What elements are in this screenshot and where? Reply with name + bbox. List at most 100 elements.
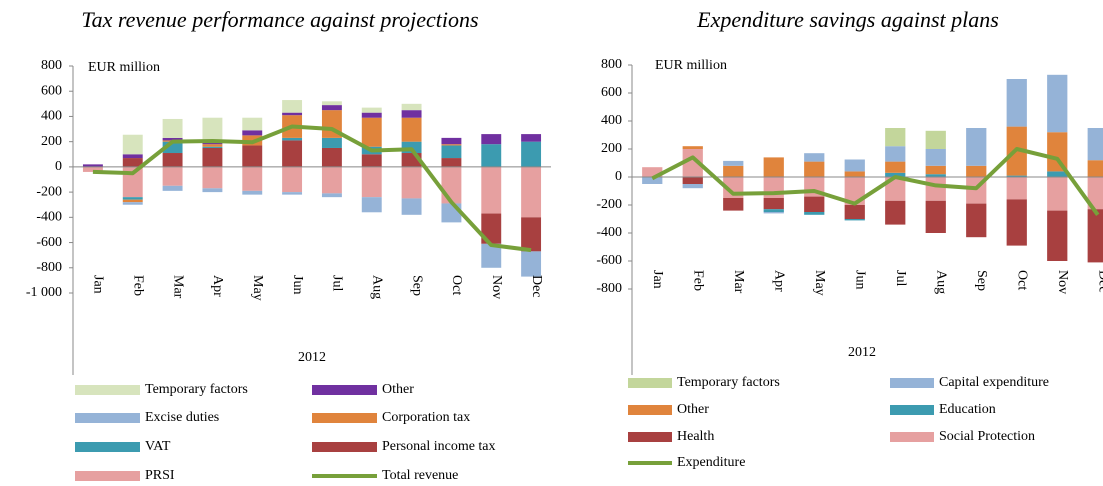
bar-segment (481, 166, 502, 214)
bar-segment (1006, 177, 1027, 200)
bar-segment (441, 166, 462, 204)
y-tick-label: 400 (41, 109, 62, 124)
bar-segment (321, 101, 342, 106)
x-tick-label: May (250, 275, 265, 301)
bar-segment (521, 251, 542, 277)
bar-segment (844, 159, 865, 172)
bar-segment (282, 100, 303, 113)
bar-segment (481, 144, 502, 167)
bar-segment (521, 217, 542, 252)
x-group-label: 2012 (298, 350, 326, 365)
legend-label: Other (382, 382, 414, 397)
x-tick-label: Dec (529, 275, 544, 298)
bar-segment (441, 145, 462, 159)
bar-segment (885, 161, 906, 173)
bar-segment (282, 166, 303, 193)
bar-segment (682, 146, 703, 149)
legend-swatch (75, 385, 140, 395)
y-tick-label: -600 (596, 253, 622, 268)
bar-segment (925, 200, 946, 233)
bar-segment (925, 130, 946, 149)
bar-segment (242, 190, 263, 195)
y-tick-label: 400 (601, 113, 622, 128)
bar-segment (642, 167, 663, 177)
bar-segment (925, 174, 946, 177)
bar-segment (361, 117, 382, 147)
legend-swatch (312, 385, 377, 395)
bar-segment (122, 154, 143, 159)
legend-label: Excise duties (145, 410, 219, 425)
bar-segment (162, 166, 183, 186)
bar-segment (82, 164, 103, 167)
bar-segment (1087, 128, 1103, 161)
x-tick-label: Mar (731, 270, 746, 294)
x-group-label: 2012 (848, 345, 876, 360)
x-tick-label: Apr (772, 270, 787, 292)
legend-label: Health (677, 429, 714, 444)
legend-label: Personal income tax (382, 439, 496, 454)
bar-segment (202, 188, 223, 193)
bar-segment (401, 103, 422, 111)
x-tick-label: Oct (1015, 270, 1030, 290)
legend-label: Temporary factors (677, 375, 780, 390)
bar-segment (481, 243, 502, 268)
x-tick-label: Jan (650, 270, 665, 289)
x-tick-label: Aug (370, 275, 385, 299)
bar-segment (481, 213, 502, 244)
x-tick-label: Sep (974, 270, 989, 291)
bar-segment (202, 117, 223, 142)
bar-segment (1006, 199, 1027, 246)
bar-segment (804, 196, 825, 212)
bar-segment (361, 154, 382, 167)
bar-segment (885, 177, 906, 201)
bar-segment (885, 172, 906, 177)
bar-segment (441, 158, 462, 167)
bar-segment (1087, 209, 1103, 263)
chart-title: Tax revenue performance against projecti… (81, 7, 478, 32)
bar-segment (361, 197, 382, 213)
bar-segment (521, 141, 542, 167)
bar-segment (1087, 177, 1103, 210)
line-series (92, 124, 532, 253)
y-unit-label: EUR million (655, 58, 727, 73)
y-tick-label: 0 (55, 159, 62, 174)
x-tick-label: Sep (409, 275, 424, 296)
legend-label: Corporation tax (382, 410, 470, 425)
bar-segment (966, 128, 987, 166)
y-tick-label: 0 (615, 169, 622, 184)
legend-label: Other (677, 402, 709, 417)
bar-segment (122, 197, 143, 200)
bar-segment (1047, 210, 1068, 261)
bar-segment (321, 105, 342, 111)
bar-segment (642, 177, 663, 184)
bar-segment (401, 117, 422, 142)
bar-segment (885, 200, 906, 225)
legend-label: PRSI (145, 468, 175, 483)
x-tick-label: Nov (1055, 270, 1070, 294)
y-tick-label: 600 (41, 83, 62, 98)
bar-segment (202, 144, 223, 147)
bar-segment (401, 198, 422, 215)
bar-segment (682, 149, 703, 177)
bar-segment (804, 212, 825, 215)
legend-swatch (628, 432, 672, 442)
y-tick-label: -600 (36, 235, 62, 250)
y-tick-label: 800 (601, 57, 622, 72)
bar-segment (1047, 177, 1068, 211)
x-tick-label: Nov (489, 275, 504, 299)
bar-segment (122, 199, 143, 203)
y-tick-label: -800 (36, 260, 62, 275)
bar-segment (1047, 132, 1068, 172)
y-tick-label: -200 (36, 184, 62, 199)
x-tick-label: Feb (131, 275, 146, 296)
legend-swatch (75, 471, 140, 481)
legend-swatch (890, 405, 934, 415)
bar-segment (925, 177, 946, 201)
bar-segment (282, 140, 303, 167)
bar-segment (966, 165, 987, 177)
bar-segment (282, 137, 303, 141)
bar-segment (122, 158, 143, 167)
bar-segment (361, 112, 382, 118)
